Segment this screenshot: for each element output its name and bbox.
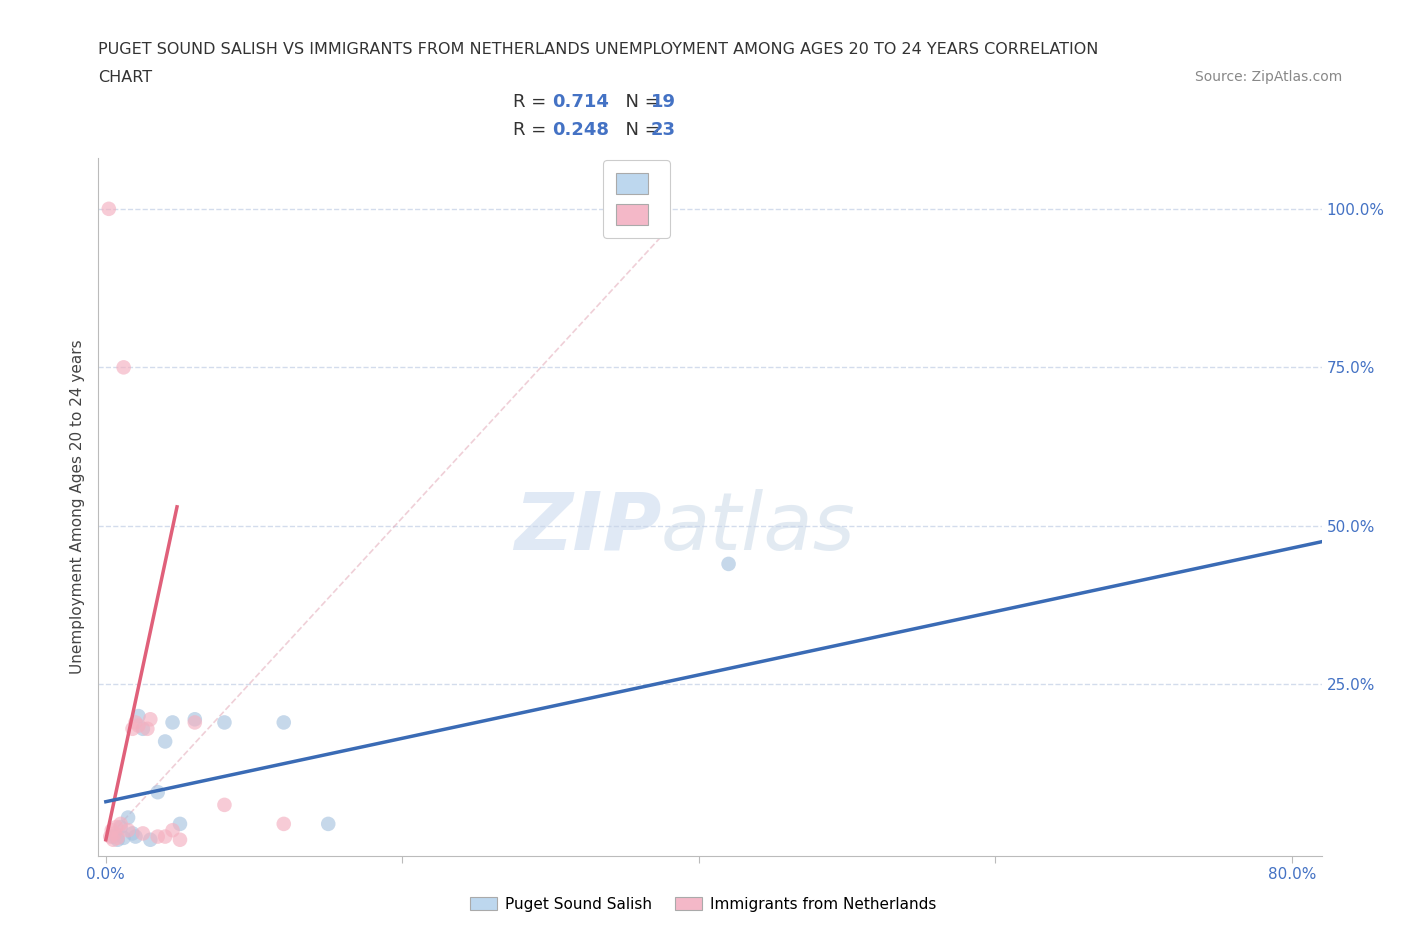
Point bbox=[105, 819, 128, 834]
Point bbox=[146, 830, 169, 844]
Text: 0.248: 0.248 bbox=[553, 121, 610, 140]
Point bbox=[112, 360, 135, 375]
Point bbox=[139, 832, 162, 847]
Point bbox=[107, 832, 129, 847]
Point bbox=[121, 722, 143, 737]
Point bbox=[316, 817, 339, 831]
Point bbox=[124, 830, 146, 844]
Text: CHART: CHART bbox=[98, 70, 152, 85]
Point bbox=[146, 785, 169, 800]
Point bbox=[127, 709, 149, 724]
Point bbox=[104, 826, 127, 841]
Point bbox=[132, 722, 155, 737]
Text: 19: 19 bbox=[651, 93, 676, 112]
Legend: , : , bbox=[603, 160, 671, 238]
Text: 0.714: 0.714 bbox=[553, 93, 609, 112]
Text: N =: N = bbox=[614, 121, 666, 140]
Text: 23: 23 bbox=[651, 121, 676, 140]
Point bbox=[162, 823, 184, 838]
Point bbox=[97, 202, 120, 217]
Point bbox=[169, 832, 191, 847]
Text: PUGET SOUND SALISH VS IMMIGRANTS FROM NETHERLANDS UNEMPLOYMENT AMONG AGES 20 TO : PUGET SOUND SALISH VS IMMIGRANTS FROM NE… bbox=[98, 42, 1099, 57]
Point bbox=[184, 711, 207, 726]
Text: R =: R = bbox=[513, 121, 553, 140]
Point bbox=[124, 715, 146, 730]
Text: N =: N = bbox=[614, 93, 666, 112]
Point bbox=[184, 715, 207, 730]
Text: Source: ZipAtlas.com: Source: ZipAtlas.com bbox=[1195, 70, 1343, 84]
Point bbox=[110, 819, 132, 834]
Point bbox=[112, 830, 135, 845]
Point bbox=[273, 715, 295, 730]
Point bbox=[103, 832, 125, 847]
Point bbox=[103, 830, 125, 844]
Text: atlas: atlas bbox=[661, 489, 856, 566]
Point bbox=[162, 715, 184, 730]
Point bbox=[717, 556, 740, 571]
Point bbox=[132, 826, 155, 841]
Point bbox=[117, 823, 139, 838]
Legend: Puget Sound Salish, Immigrants from Netherlands: Puget Sound Salish, Immigrants from Neth… bbox=[464, 890, 942, 918]
Point bbox=[100, 823, 122, 838]
Y-axis label: Unemployment Among Ages 20 to 24 years: Unemployment Among Ages 20 to 24 years bbox=[70, 339, 86, 674]
Point bbox=[98, 830, 121, 844]
Point bbox=[110, 817, 132, 831]
Text: ZIP: ZIP bbox=[513, 489, 661, 566]
Point bbox=[153, 734, 176, 749]
Point bbox=[273, 817, 295, 831]
Point bbox=[136, 722, 159, 737]
Point bbox=[139, 711, 162, 726]
Point bbox=[121, 826, 143, 841]
Point bbox=[169, 817, 191, 831]
Point bbox=[153, 830, 176, 844]
Point bbox=[214, 715, 236, 730]
Text: R =: R = bbox=[513, 93, 553, 112]
Point bbox=[214, 797, 236, 812]
Point bbox=[117, 810, 139, 825]
Point bbox=[127, 718, 149, 733]
Point bbox=[107, 830, 129, 845]
